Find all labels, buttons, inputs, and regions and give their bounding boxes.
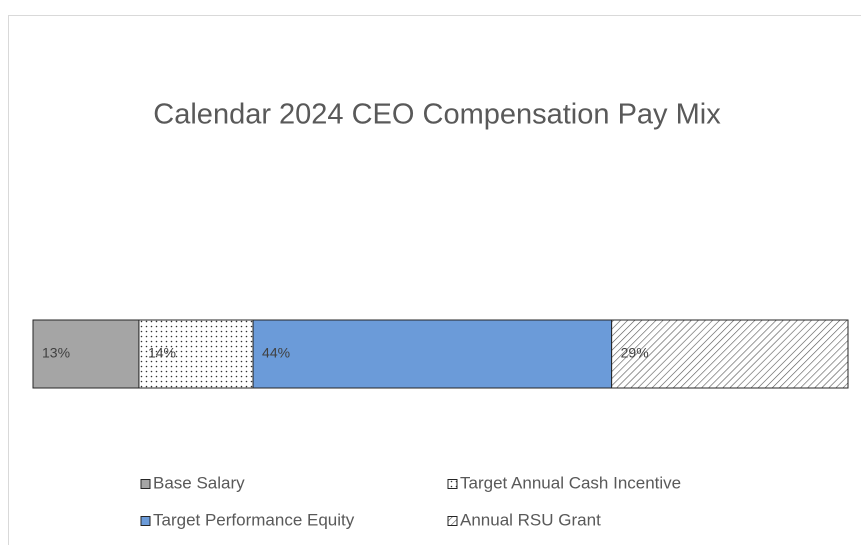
chart-area (8, 15, 861, 545)
legend-label: Target Performance Equity (153, 510, 355, 529)
bar-segment (138, 319, 254, 389)
data-label: 44% (262, 345, 290, 361)
legend-label: Annual RSU Grant (460, 510, 601, 529)
legend-swatch (140, 479, 151, 489)
data-label: 13% (42, 345, 70, 361)
bar-segment (32, 319, 140, 389)
legend-swatch (447, 479, 458, 489)
data-label: 14% (148, 345, 176, 361)
legend-label: Base Salary (153, 473, 245, 492)
legend-swatch (447, 516, 458, 526)
data-label: 29% (621, 345, 649, 361)
legend-swatch (140, 516, 151, 526)
bar-segment (611, 319, 849, 389)
legend-label: Target Annual Cash Incentive (460, 473, 681, 492)
bar-segment (252, 319, 613, 389)
chart-title: Calendar 2024 CEO Compensation Pay Mix (153, 99, 721, 131)
